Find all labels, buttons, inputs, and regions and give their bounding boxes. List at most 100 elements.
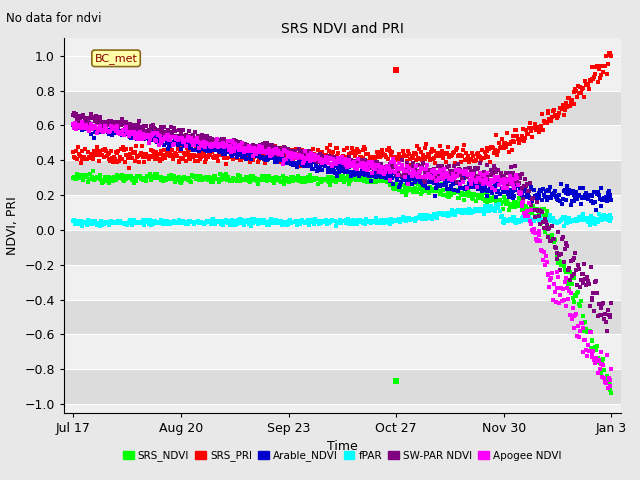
Point xyxy=(214,140,224,148)
Point xyxy=(394,154,404,161)
Point xyxy=(145,216,155,224)
Point xyxy=(536,187,547,195)
Point xyxy=(87,151,97,158)
Point xyxy=(333,156,344,164)
Point xyxy=(349,168,360,176)
Point xyxy=(265,217,275,225)
Point xyxy=(183,147,193,155)
Point xyxy=(394,216,404,223)
Point xyxy=(234,172,244,180)
Point xyxy=(229,148,239,156)
Point xyxy=(564,215,574,222)
Point xyxy=(413,161,424,168)
Point xyxy=(76,219,86,227)
Point xyxy=(216,135,227,143)
Point xyxy=(148,130,159,138)
Point xyxy=(180,139,190,146)
Point xyxy=(211,175,221,183)
Point xyxy=(577,85,587,93)
Point xyxy=(332,163,342,170)
Point xyxy=(563,216,573,224)
Point xyxy=(463,171,473,179)
Point xyxy=(529,225,540,232)
Point xyxy=(323,165,333,172)
Point xyxy=(299,148,309,156)
Point xyxy=(150,217,160,225)
Point xyxy=(324,219,335,227)
Point xyxy=(81,218,91,226)
Point xyxy=(269,148,280,156)
Point xyxy=(505,172,515,180)
Point xyxy=(512,177,522,184)
Point xyxy=(120,125,130,132)
Point xyxy=(90,122,100,130)
Point xyxy=(493,196,503,204)
Point xyxy=(203,217,213,225)
Point xyxy=(248,156,258,164)
Point xyxy=(157,217,168,225)
Point xyxy=(566,315,577,323)
Point xyxy=(546,237,556,245)
Point xyxy=(459,206,469,214)
Point xyxy=(125,133,135,141)
Point xyxy=(550,299,561,306)
Point xyxy=(396,215,406,223)
Point xyxy=(127,218,138,226)
Point xyxy=(92,221,102,228)
Point xyxy=(227,218,237,226)
Point xyxy=(467,174,477,182)
Point xyxy=(70,175,81,183)
Point xyxy=(177,134,188,142)
Point xyxy=(111,173,122,181)
Point xyxy=(262,219,273,227)
Point xyxy=(564,94,574,102)
Point xyxy=(298,218,308,226)
Point xyxy=(599,315,609,323)
Point xyxy=(447,167,458,174)
Point xyxy=(194,147,204,155)
Point xyxy=(495,190,505,197)
Point xyxy=(276,179,286,186)
Point xyxy=(345,159,355,167)
Point xyxy=(429,155,440,162)
Point xyxy=(344,153,355,160)
Point xyxy=(579,84,589,91)
Point xyxy=(538,127,548,134)
Point xyxy=(528,124,538,132)
Point xyxy=(577,185,588,192)
Point xyxy=(289,154,299,161)
Point xyxy=(588,353,598,360)
Point xyxy=(407,170,417,178)
Point xyxy=(327,162,337,169)
Point xyxy=(159,146,170,154)
Point xyxy=(561,99,571,107)
Point xyxy=(394,171,404,179)
Point xyxy=(358,219,368,227)
Point xyxy=(310,152,320,159)
Point xyxy=(472,175,483,183)
Point xyxy=(446,210,456,217)
Point xyxy=(354,218,364,226)
Point xyxy=(172,220,182,228)
Point xyxy=(568,294,578,302)
Point xyxy=(436,168,446,176)
Point xyxy=(457,176,467,183)
Point xyxy=(424,212,434,219)
Point xyxy=(465,191,476,199)
Point xyxy=(483,199,493,207)
Point xyxy=(446,171,456,179)
Point xyxy=(302,217,312,225)
Point xyxy=(439,166,449,173)
Point xyxy=(86,219,97,227)
Point xyxy=(541,212,551,219)
Point xyxy=(324,147,335,155)
Point xyxy=(598,69,609,76)
Point xyxy=(338,172,348,180)
Point xyxy=(367,217,378,225)
Point xyxy=(516,187,527,194)
Point xyxy=(573,192,583,200)
Point xyxy=(247,174,257,182)
Point xyxy=(262,142,273,150)
Point xyxy=(111,122,122,130)
Point xyxy=(259,176,269,184)
